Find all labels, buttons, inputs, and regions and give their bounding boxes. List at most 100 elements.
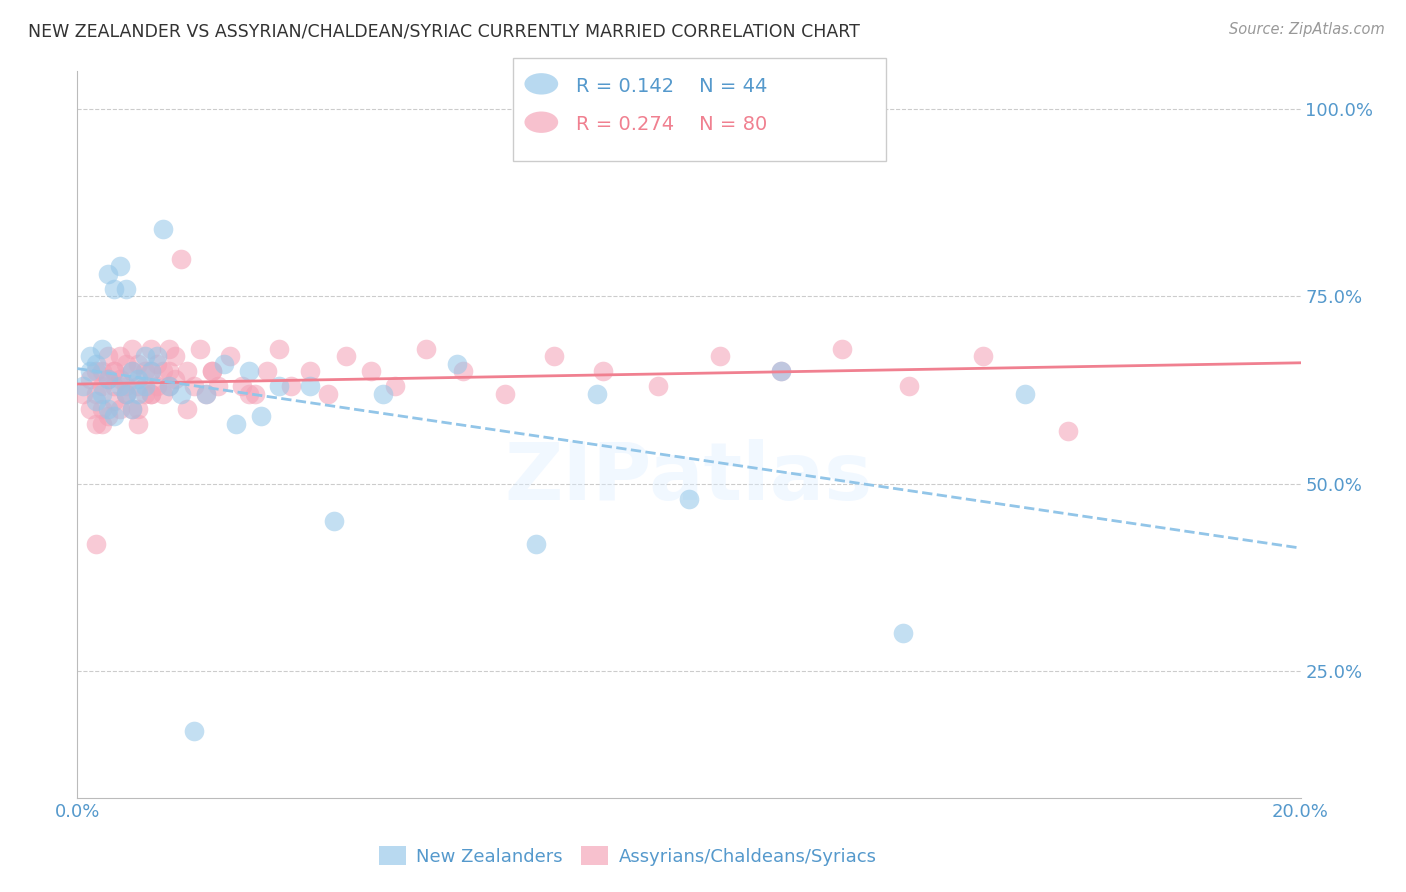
Point bbox=[238, 386, 260, 401]
Point bbox=[972, 349, 994, 363]
Point bbox=[103, 379, 125, 393]
Point bbox=[298, 379, 321, 393]
Point bbox=[84, 536, 107, 550]
Text: Source: ZipAtlas.com: Source: ZipAtlas.com bbox=[1229, 22, 1385, 37]
Point bbox=[188, 342, 211, 356]
Point bbox=[97, 371, 120, 385]
Point bbox=[165, 371, 187, 385]
Point bbox=[647, 379, 669, 393]
Point bbox=[90, 417, 112, 431]
Point bbox=[90, 386, 112, 401]
Point bbox=[170, 386, 193, 401]
Point bbox=[446, 357, 468, 371]
Point bbox=[127, 379, 149, 393]
Legend: New Zealanders, Assyrians/Chaldeans/Syriacs: New Zealanders, Assyrians/Chaldeans/Syri… bbox=[371, 839, 884, 873]
Point bbox=[134, 349, 156, 363]
Point bbox=[183, 379, 205, 393]
Point bbox=[335, 349, 357, 363]
Point bbox=[194, 386, 217, 401]
Point bbox=[201, 364, 224, 378]
Point bbox=[115, 386, 138, 401]
Point bbox=[243, 386, 266, 401]
Point bbox=[84, 386, 107, 401]
Point bbox=[108, 259, 131, 273]
Point bbox=[127, 386, 149, 401]
Point bbox=[127, 371, 149, 385]
Text: ZIPatlas: ZIPatlas bbox=[505, 440, 873, 517]
Text: R = 0.274    N = 80: R = 0.274 N = 80 bbox=[576, 115, 768, 135]
Point bbox=[238, 364, 260, 378]
Point bbox=[84, 394, 107, 409]
Point bbox=[231, 379, 253, 393]
Point bbox=[108, 379, 131, 393]
Point bbox=[127, 417, 149, 431]
Point bbox=[152, 364, 174, 378]
Point bbox=[139, 386, 162, 401]
Point bbox=[139, 364, 162, 378]
Point bbox=[90, 364, 112, 378]
Point bbox=[152, 386, 174, 401]
Point bbox=[201, 364, 224, 378]
Point bbox=[90, 401, 112, 416]
Point bbox=[183, 723, 205, 738]
Point bbox=[384, 379, 406, 393]
Point bbox=[84, 417, 107, 431]
Point bbox=[678, 491, 700, 506]
Point bbox=[323, 514, 346, 528]
Point bbox=[298, 364, 321, 378]
Point bbox=[898, 379, 921, 393]
Point bbox=[108, 371, 131, 385]
Point bbox=[176, 401, 198, 416]
Point bbox=[103, 364, 125, 378]
Point bbox=[165, 349, 187, 363]
Point bbox=[592, 364, 614, 378]
Point bbox=[212, 357, 235, 371]
Point bbox=[115, 386, 138, 401]
Point bbox=[146, 379, 169, 393]
Point bbox=[495, 386, 517, 401]
Point bbox=[97, 267, 120, 281]
Point bbox=[103, 282, 125, 296]
Point bbox=[250, 409, 273, 423]
Point bbox=[371, 386, 394, 401]
Point bbox=[139, 364, 162, 378]
Point bbox=[79, 349, 101, 363]
Point bbox=[103, 394, 125, 409]
Point bbox=[157, 364, 180, 378]
Point bbox=[115, 282, 138, 296]
Point bbox=[146, 357, 169, 371]
Point bbox=[127, 357, 149, 371]
Point bbox=[79, 371, 101, 385]
Point bbox=[586, 386, 609, 401]
Point bbox=[79, 364, 101, 378]
Point bbox=[134, 386, 156, 401]
Point bbox=[97, 349, 120, 363]
Point bbox=[134, 364, 156, 378]
Point bbox=[121, 364, 143, 378]
Point bbox=[225, 417, 247, 431]
Point bbox=[176, 364, 198, 378]
Point bbox=[769, 364, 792, 378]
Point bbox=[170, 252, 193, 266]
Point bbox=[108, 401, 131, 416]
Point bbox=[831, 342, 853, 356]
Point bbox=[121, 401, 143, 416]
Point bbox=[269, 379, 291, 393]
Point bbox=[769, 364, 792, 378]
Point bbox=[891, 626, 914, 640]
Point bbox=[207, 379, 229, 393]
Point bbox=[543, 349, 565, 363]
Point bbox=[139, 386, 162, 401]
Point bbox=[121, 342, 143, 356]
Point bbox=[157, 379, 180, 393]
Point bbox=[84, 364, 107, 378]
Point bbox=[97, 371, 120, 385]
Point bbox=[103, 364, 125, 378]
Point bbox=[415, 342, 437, 356]
Point bbox=[115, 386, 138, 401]
Point bbox=[316, 386, 339, 401]
Point bbox=[139, 342, 162, 356]
Point bbox=[157, 342, 180, 356]
Point bbox=[121, 401, 143, 416]
Point bbox=[97, 401, 120, 416]
